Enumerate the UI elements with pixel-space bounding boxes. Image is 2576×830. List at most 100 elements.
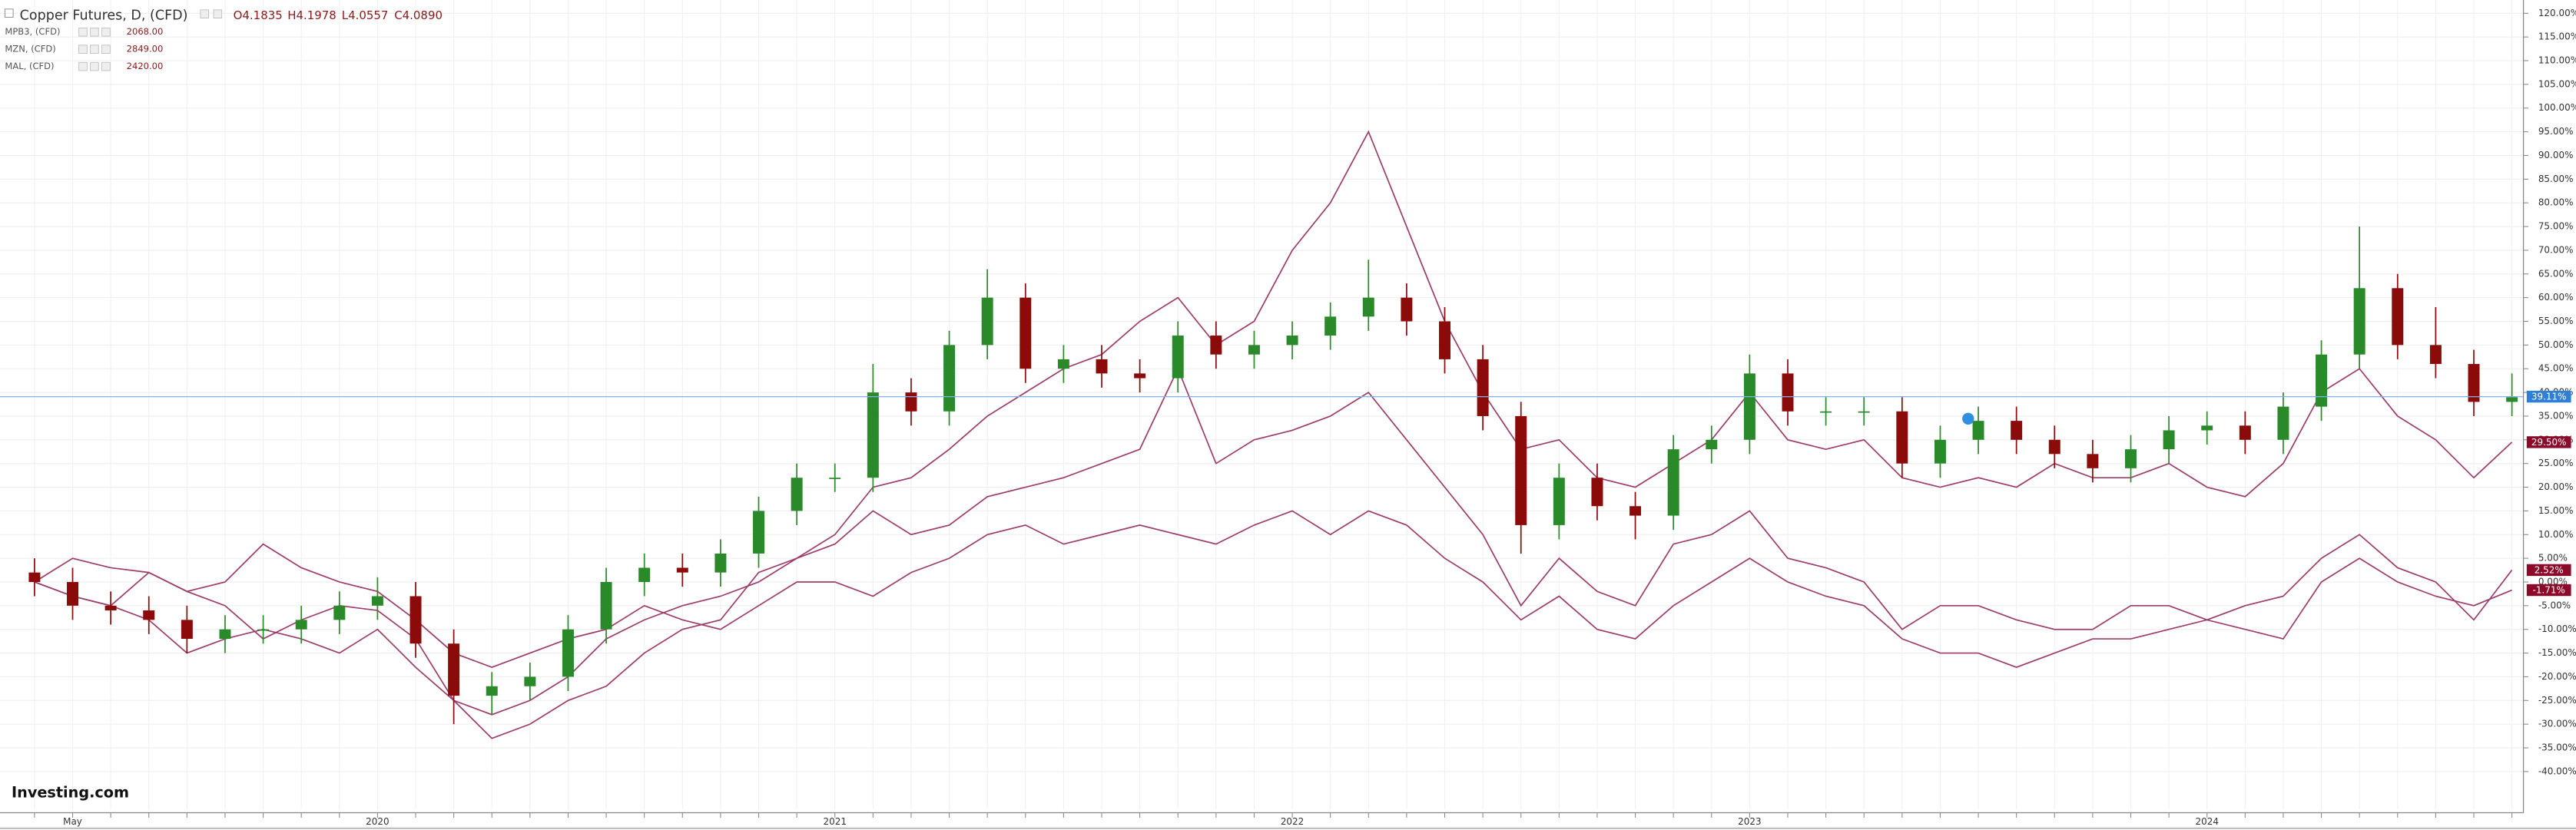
candle-body <box>1972 421 1984 440</box>
y-tick-label: 65.00% <box>2538 268 2574 279</box>
candle-body <box>2087 454 2099 468</box>
series-line <box>34 367 2513 716</box>
y-tick-label: 50.00% <box>2538 339 2574 350</box>
y-tick-label: 20.00% <box>2538 481 2574 492</box>
y-tick-label: -10.00% <box>2538 623 2576 634</box>
legend-icon <box>90 45 99 54</box>
y-tick-label: 105.00% <box>2538 78 2576 89</box>
candle-body <box>67 581 79 606</box>
y-tick-label: 35.00% <box>2538 410 2574 421</box>
legend-title: Copper Futures, D, (CFD) <box>20 8 188 23</box>
x-tick-label: 2022 <box>1281 816 1304 827</box>
grid <box>0 0 2524 810</box>
candle-body <box>2429 345 2442 365</box>
y-tick-label: 5.00% <box>2538 553 2568 564</box>
candle-body <box>2125 449 2137 468</box>
candle-body <box>2048 439 2060 455</box>
candle-body <box>676 567 688 573</box>
legend-icon <box>101 61 111 71</box>
candle-body <box>1896 411 1908 464</box>
legend-value: 2420.00 <box>127 61 164 71</box>
x-tick-label: 2023 <box>1738 816 1761 827</box>
candle-body <box>600 581 612 630</box>
y-tick-label: 15.00% <box>2538 505 2574 516</box>
legend-icon <box>101 27 111 37</box>
x-tick-label: May <box>63 816 82 827</box>
price-tag <box>2526 584 2571 597</box>
candle-body <box>2201 425 2213 431</box>
ohlc-low: L4.0557 <box>342 8 389 22</box>
candle-body <box>905 392 917 412</box>
candle-body <box>2353 288 2365 355</box>
candle-body <box>1515 415 1527 525</box>
candle-body <box>333 605 346 620</box>
candle-body <box>753 511 764 554</box>
candle-body <box>371 596 383 606</box>
y-tick-label: 120.00% <box>2538 8 2576 18</box>
legend: Copper Futures, D, (CFD) O4.1835 H4.1978… <box>4 8 443 23</box>
event-marker[interactable] <box>1962 412 1974 425</box>
candle-body <box>1706 439 1718 450</box>
settings-icon[interactable] <box>213 9 223 18</box>
y-tick-label: 90.00% <box>2538 150 2574 160</box>
series-line <box>34 510 2512 668</box>
candle-body <box>1401 297 1413 322</box>
y-tick-label: 110.00% <box>2538 55 2576 66</box>
y-tick-label: -35.00% <box>2538 742 2576 753</box>
legend-value: 2849.00 <box>127 44 164 55</box>
legend-icon <box>90 61 99 71</box>
axis-labels: 120.00% 115.00% 110.00% 105.00% 100.00% 95.00… <box>5 8 2576 827</box>
candle-body <box>2392 288 2404 346</box>
ohlc-high: H4.1978 <box>287 8 337 22</box>
candle-body <box>257 629 270 631</box>
y-tick-label: 70.00% <box>2538 244 2574 255</box>
candle-body <box>2011 421 2023 440</box>
y-tick-label: 75.00% <box>2538 221 2574 232</box>
candle-body <box>28 572 41 582</box>
candle-body <box>2316 354 2328 407</box>
candle-body <box>1667 449 1679 516</box>
x-tick-label: 2020 <box>366 816 389 827</box>
candle-body <box>2277 406 2289 440</box>
candle-body <box>524 676 536 686</box>
candle-body <box>1210 336 1222 355</box>
candle-body <box>638 567 651 582</box>
settings-icon[interactable] <box>200 9 210 18</box>
candle-body <box>1057 359 1069 369</box>
y-tick-label: 55.00% <box>2538 316 2574 326</box>
y-tick-label: 95.00% <box>2538 126 2574 137</box>
candle-body <box>562 629 574 677</box>
candle-body <box>1820 411 1832 413</box>
candle-body <box>1439 321 1450 359</box>
candle-body <box>1591 478 1603 507</box>
x-tick-label: 2021 <box>823 816 846 827</box>
legend-icon <box>90 27 99 37</box>
price-tag-label: 2.52% <box>2535 564 2564 575</box>
price-tag <box>2526 390 2571 403</box>
candle-body <box>1019 297 1032 369</box>
candle-body <box>1172 336 1184 379</box>
ohlc-close: C4.0890 <box>394 8 443 22</box>
collapse-icon[interactable] <box>4 8 14 18</box>
legend-label: MZN, (CFD) <box>5 44 55 55</box>
y-tick-label: -40.00% <box>2538 766 2576 776</box>
candle-body <box>829 478 841 479</box>
candle-body <box>486 686 498 696</box>
candle-body <box>295 620 307 630</box>
price-tag-label: 39.11% <box>2531 392 2567 402</box>
price-tag <box>2526 564 2571 577</box>
candle-body <box>181 620 193 640</box>
candle-body <box>1743 373 1755 440</box>
candle-body <box>2468 364 2480 402</box>
y-tick-label: 115.00% <box>2538 31 2576 42</box>
y-tick-label: 85.00% <box>2538 174 2574 184</box>
candle-body <box>409 596 422 644</box>
ohlc-open: O4.1835 <box>234 8 283 22</box>
legend-icon <box>78 61 88 71</box>
candle-body <box>1553 478 1565 525</box>
candle-body <box>1362 297 1374 317</box>
legend-icon <box>78 45 88 54</box>
plot <box>0 130 2524 739</box>
